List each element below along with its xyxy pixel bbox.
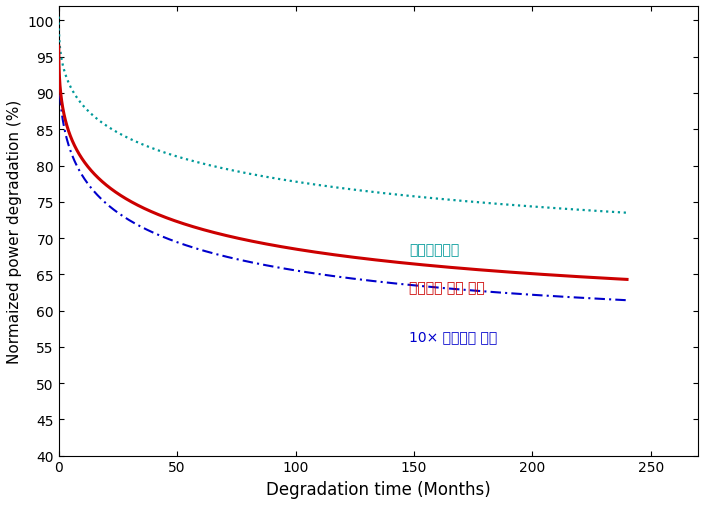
Text: 10× 실험결과 연장: 10× 실험결과 연장 — [409, 329, 498, 343]
Y-axis label: Normaized power degradation (%): Normaized power degradation (%) — [7, 99, 22, 363]
Text: 이론분석결과: 이론분석결과 — [409, 242, 460, 257]
Text: 옥외모듈 결과 연장: 옥외모듈 결과 연장 — [409, 281, 485, 295]
X-axis label: Degradation time (Months): Degradation time (Months) — [266, 480, 491, 498]
